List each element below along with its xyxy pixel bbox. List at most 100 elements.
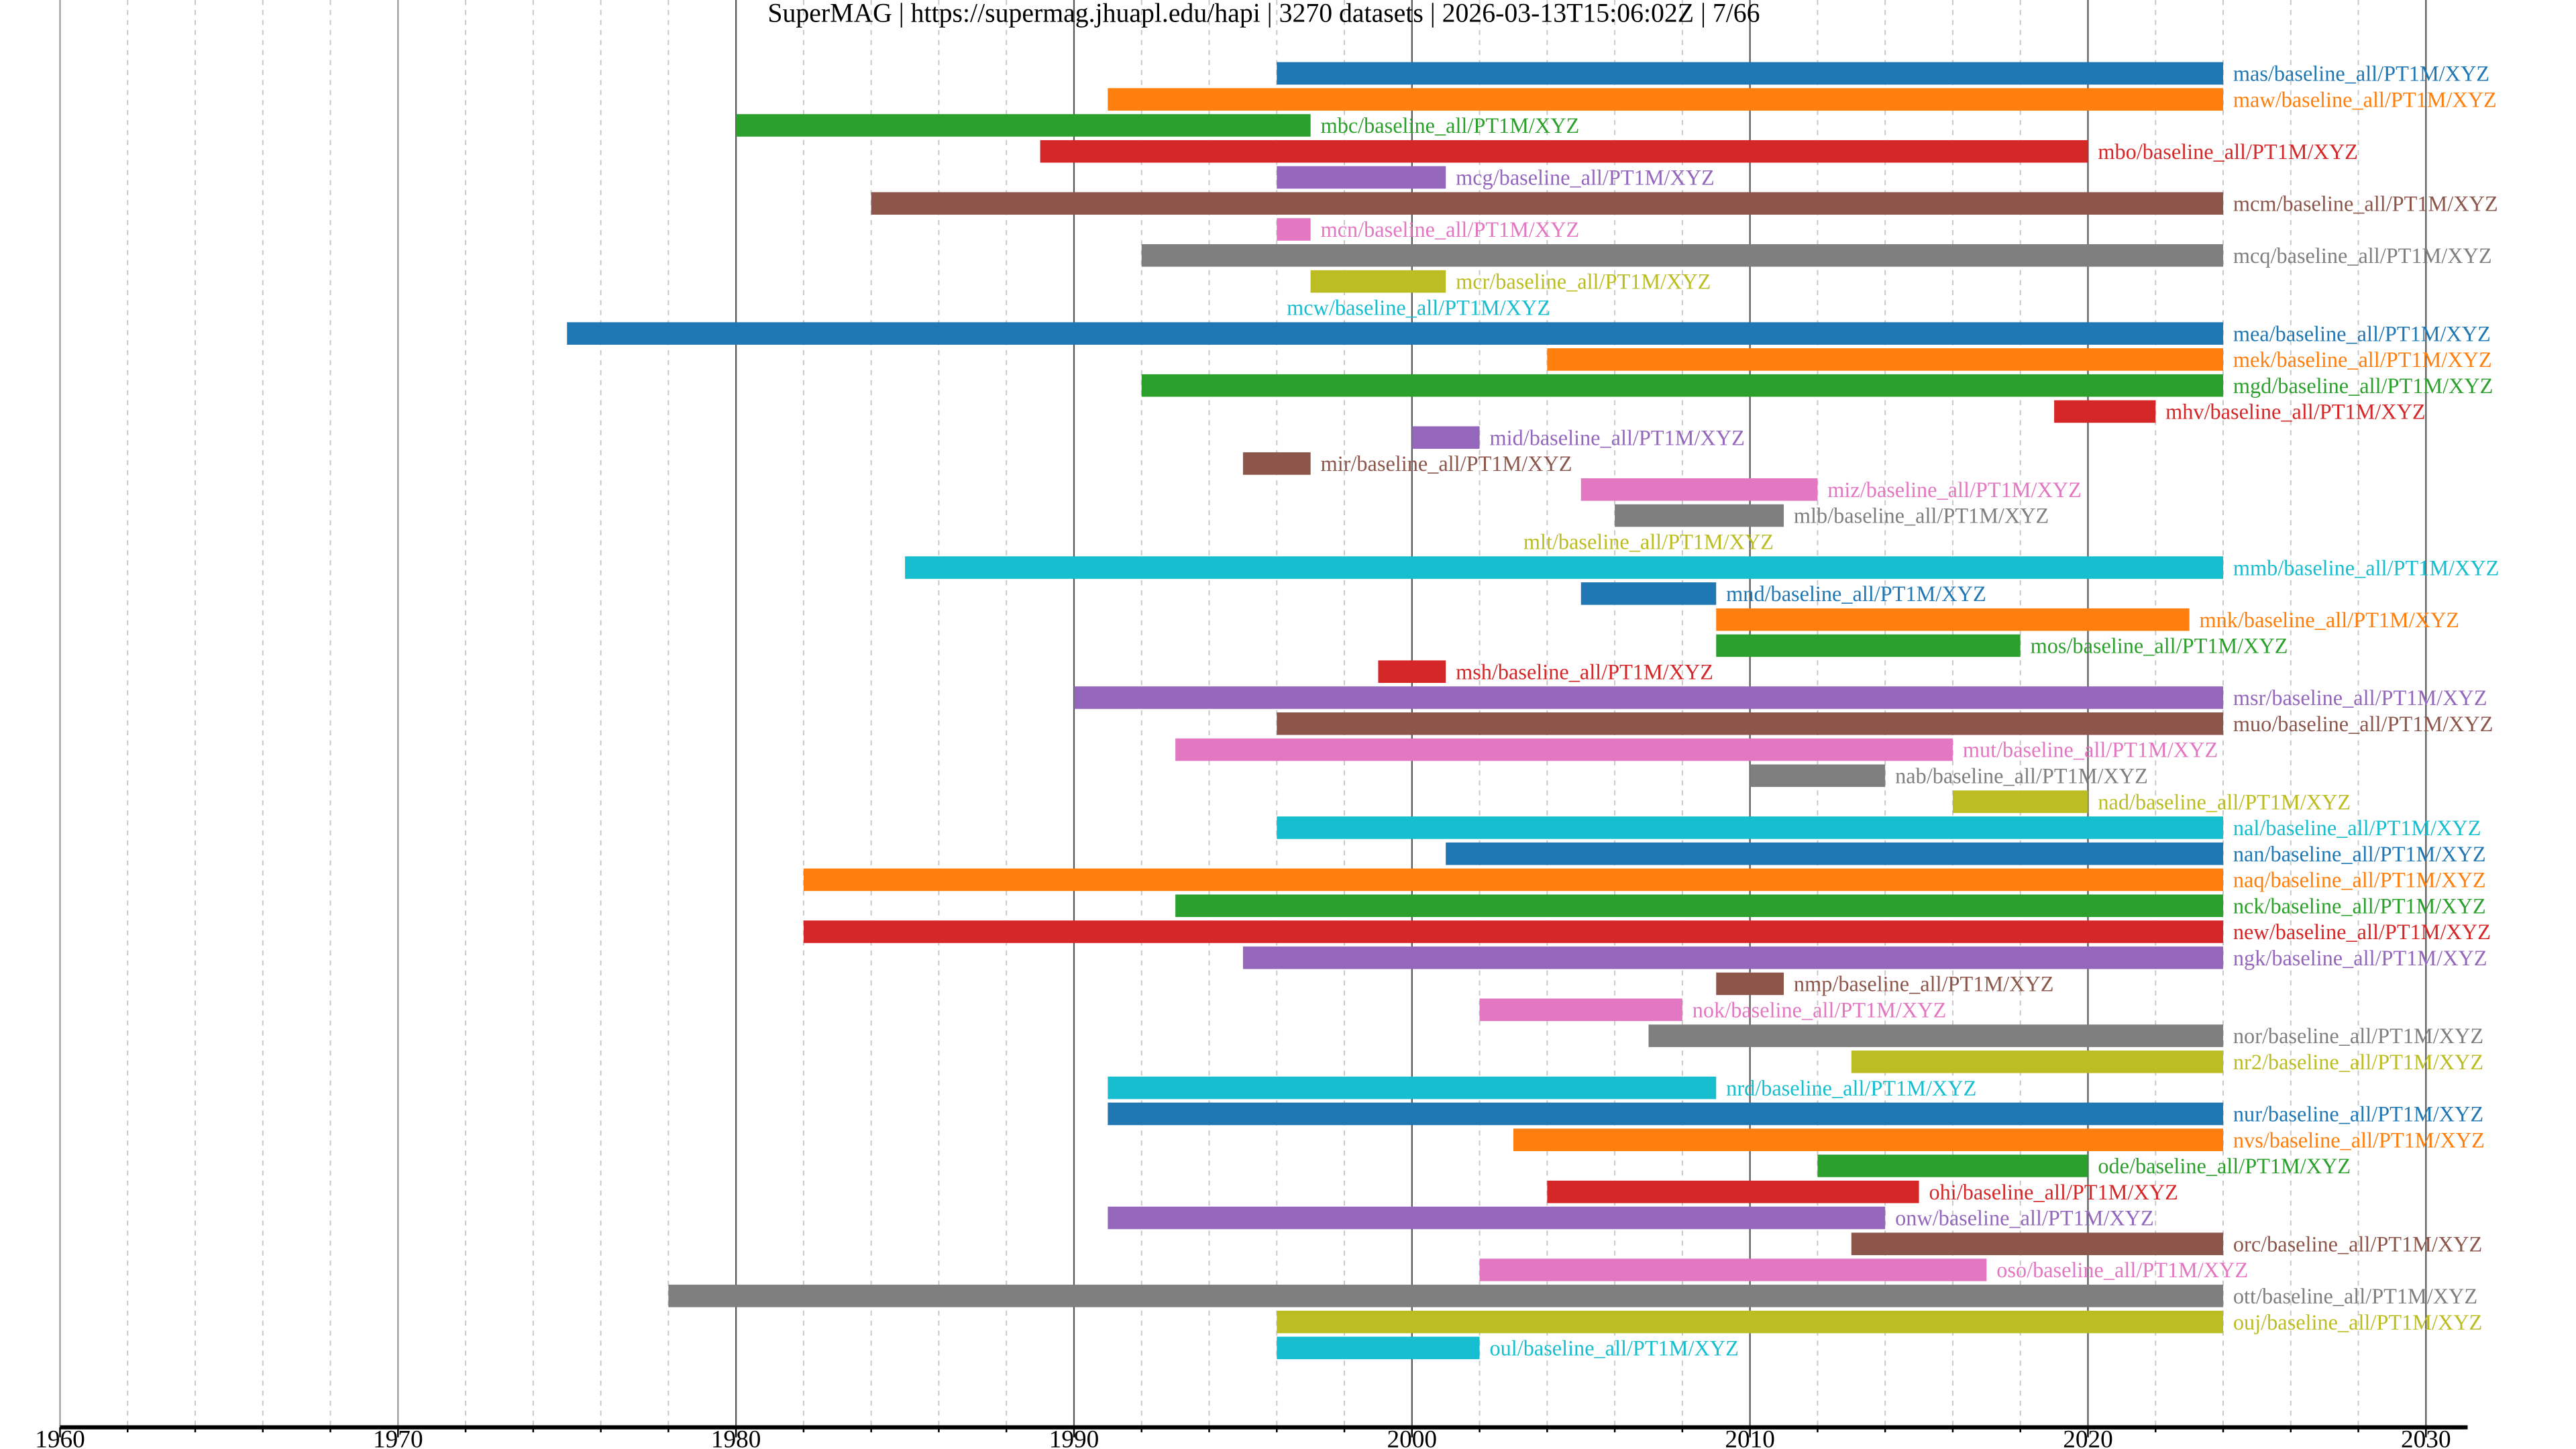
timeline-bar <box>1716 608 2190 631</box>
timeline-bar <box>1141 374 2224 397</box>
timeline-row: mhv/baseline_all/PT1M/XYZ <box>2054 400 2426 424</box>
timeline-row: mcm/baseline_all/PT1M/XYZ <box>871 191 2498 215</box>
timeline-bar <box>567 322 2224 345</box>
timeline-bar <box>871 192 2224 215</box>
timeline-row: nur/baseline_all/PT1M/XYZ <box>1108 1102 2483 1126</box>
timeline-bar <box>1175 738 1953 761</box>
x-axis: 1960 1970 1980 1990 2000 2010 2020 2030 <box>35 1425 2468 1449</box>
bar-label: mbc/baseline_all/PT1M/XYZ <box>1321 113 1580 138</box>
timeline-row: mut/baseline_all/PT1M/XYZ <box>1175 738 2218 762</box>
timeline-row: ohi/baseline_all/PT1M/XYZ <box>1547 1180 2178 1204</box>
timeline-row: msh/baseline_all/PT1M/XYZ <box>1378 659 1713 684</box>
timeline-row: nr2/baseline_all/PT1M/XYZ <box>1851 1050 2483 1074</box>
timeline-row: mgd/baseline_all/PT1M/XYZ <box>1141 374 2493 398</box>
bar-label: mid/baseline_all/PT1M/XYZ <box>1489 425 1744 449</box>
timeline-bar <box>1277 1310 2224 1334</box>
x-tick-label: 2020 <box>2063 1426 2113 1449</box>
timeline-row: mnk/baseline_all/PT1M/XYZ <box>1716 608 2459 632</box>
timeline-row: msr/baseline_all/PT1M/XYZ <box>1073 686 2487 710</box>
x-tick-label: 1980 <box>711 1426 761 1449</box>
timeline-bar <box>1446 842 2224 865</box>
bar-label: onw/baseline_all/PT1M/XYZ <box>1895 1206 2154 1230</box>
bar-label: nr2/baseline_all/PT1M/XYZ <box>2233 1050 2483 1074</box>
bar-label: nab/baseline_all/PT1M/XYZ <box>1895 763 2148 788</box>
bar-label: nok/baseline_all/PT1M/XYZ <box>1693 998 1947 1022</box>
timeline-row: new/baseline_all/PT1M/XYZ <box>803 920 2491 944</box>
timeline-bar <box>1648 1024 2224 1047</box>
timeline-row: mnd/baseline_all/PT1M/XYZ <box>1580 582 1986 606</box>
bar-label: mcn/baseline_all/PT1M/XYZ <box>1321 217 1580 241</box>
bar-label: mmb/baseline_all/PT1M/XYZ <box>2233 555 2499 580</box>
timeline-row: muo/baseline_all/PT1M/XYZ <box>1277 712 2493 736</box>
bar-label: miz/baseline_all/PT1M/XYZ <box>1827 478 2082 502</box>
timeline-row: mcw/baseline_all/PT1M/XYZ <box>1287 296 1550 320</box>
bar-label: oul/baseline_all/PT1M/XYZ <box>1489 1336 1738 1360</box>
timeline-row: mmb/baseline_all/PT1M/XYZ <box>905 555 2499 580</box>
timeline-row: onw/baseline_all/PT1M/XYZ <box>1108 1206 2154 1230</box>
timeline-bar <box>803 868 2224 892</box>
timeline-row: nok/baseline_all/PT1M/XYZ <box>1479 998 1947 1022</box>
bar-label: mhv/baseline_all/PT1M/XYZ <box>2165 400 2426 424</box>
bar-label: mcr/baseline_all/PT1M/XYZ <box>1456 270 1711 294</box>
bar-label: nad/baseline_all/PT1M/XYZ <box>2098 790 2351 814</box>
bar-label: ouj/baseline_all/PT1M/XYZ <box>2233 1310 2482 1334</box>
timeline-bar <box>1411 426 1480 449</box>
timeline-bar <box>1175 894 2224 917</box>
timeline-bar <box>1513 1128 2224 1151</box>
bar-label: mut/baseline_all/PT1M/XYZ <box>1963 738 2218 762</box>
bar-label: mcm/baseline_all/PT1M/XYZ <box>2233 191 2498 215</box>
timeline-bar <box>1547 1180 1919 1203</box>
timeline-row: miz/baseline_all/PT1M/XYZ <box>1580 478 2082 502</box>
bar-label: orc/baseline_all/PT1M/XYZ <box>2233 1232 2482 1256</box>
bar-label: mlb/baseline_all/PT1M/XYZ <box>1794 504 2049 528</box>
timeline-row: mcr/baseline_all/PT1M/XYZ <box>1310 270 1711 294</box>
timeline-bar <box>1750 764 1886 788</box>
timeline-row: nor/baseline_all/PT1M/XYZ <box>1648 1024 2483 1048</box>
timeline-bar <box>1108 1076 1717 1099</box>
timeline-bar <box>1547 348 2224 371</box>
timeline-row: naq/baseline_all/PT1M/XYZ <box>803 868 2486 892</box>
timeline-bar <box>1851 1051 2224 1073</box>
timeline-bar <box>1580 478 1818 501</box>
timeline-bar <box>2054 400 2156 423</box>
bar-label: ode/baseline_all/PT1M/XYZ <box>2098 1154 2351 1178</box>
bar-label: nal/baseline_all/PT1M/XYZ <box>2233 816 2481 840</box>
bar-label: naq/baseline_all/PT1M/XYZ <box>2233 868 2486 892</box>
timeline-row: orc/baseline_all/PT1M/XYZ <box>1851 1232 2482 1256</box>
timeline-bar <box>1479 1258 1987 1281</box>
bar-label: mlt/baseline_all/PT1M/XYZ <box>1523 530 1774 554</box>
bar-label: mcq/baseline_all/PT1M/XYZ <box>2233 244 2492 268</box>
timeline-row: mas/baseline_all/PT1M/XYZ <box>1277 62 2489 86</box>
bar-label: nan/baseline_all/PT1M/XYZ <box>2233 842 2486 866</box>
bar-label: mnd/baseline_all/PT1M/XYZ <box>1726 582 1986 606</box>
bar-label: muo/baseline_all/PT1M/XYZ <box>2233 712 2493 736</box>
timeline-bar <box>1479 998 1682 1022</box>
timeline-bar <box>1716 972 1784 996</box>
timeline-bar <box>1277 1336 1480 1360</box>
timeline-bar <box>1851 1232 2224 1256</box>
bar-label: nur/baseline_all/PT1M/XYZ <box>2233 1102 2483 1126</box>
timeline-row: nad/baseline_all/PT1M/XYZ <box>1952 790 2351 814</box>
timeline-bar <box>1141 244 2224 267</box>
bars: mas/baseline_all/PT1M/XYZmaw/baseline_al… <box>567 62 2499 1360</box>
timeline-bar <box>1108 1102 2224 1126</box>
timeline-bar <box>1817 1155 2088 1177</box>
timeline-row: mcn/baseline_all/PT1M/XYZ <box>1277 217 1579 241</box>
timeline-bar <box>1952 790 2088 813</box>
timeline-row: oul/baseline_all/PT1M/XYZ <box>1277 1336 1739 1360</box>
bar-label: mnk/baseline_all/PT1M/XYZ <box>2200 608 2460 632</box>
x-tick-label: 2030 <box>2401 1426 2451 1449</box>
bar-label: nvs/baseline_all/PT1M/XYZ <box>2233 1128 2485 1152</box>
timeline-bar <box>803 920 2224 943</box>
bar-label: mek/baseline_all/PT1M/XYZ <box>2233 347 2492 372</box>
timeline-row: mcg/baseline_all/PT1M/XYZ <box>1277 166 1715 190</box>
timeline-bar <box>1378 660 1446 683</box>
bar-label: mgd/baseline_all/PT1M/XYZ <box>2233 374 2493 398</box>
bar-label: mos/baseline_all/PT1M/XYZ <box>2031 634 2288 658</box>
bar-label: ott/baseline_all/PT1M/XYZ <box>2233 1284 2477 1308</box>
timeline-bar <box>1277 62 2224 85</box>
x-tick-label: 1990 <box>1049 1426 1099 1449</box>
timeline-bar <box>668 1285 2224 1307</box>
timeline-row: nck/baseline_all/PT1M/XYZ <box>1175 894 2486 918</box>
timeline-row: nal/baseline_all/PT1M/XYZ <box>1277 816 2481 840</box>
